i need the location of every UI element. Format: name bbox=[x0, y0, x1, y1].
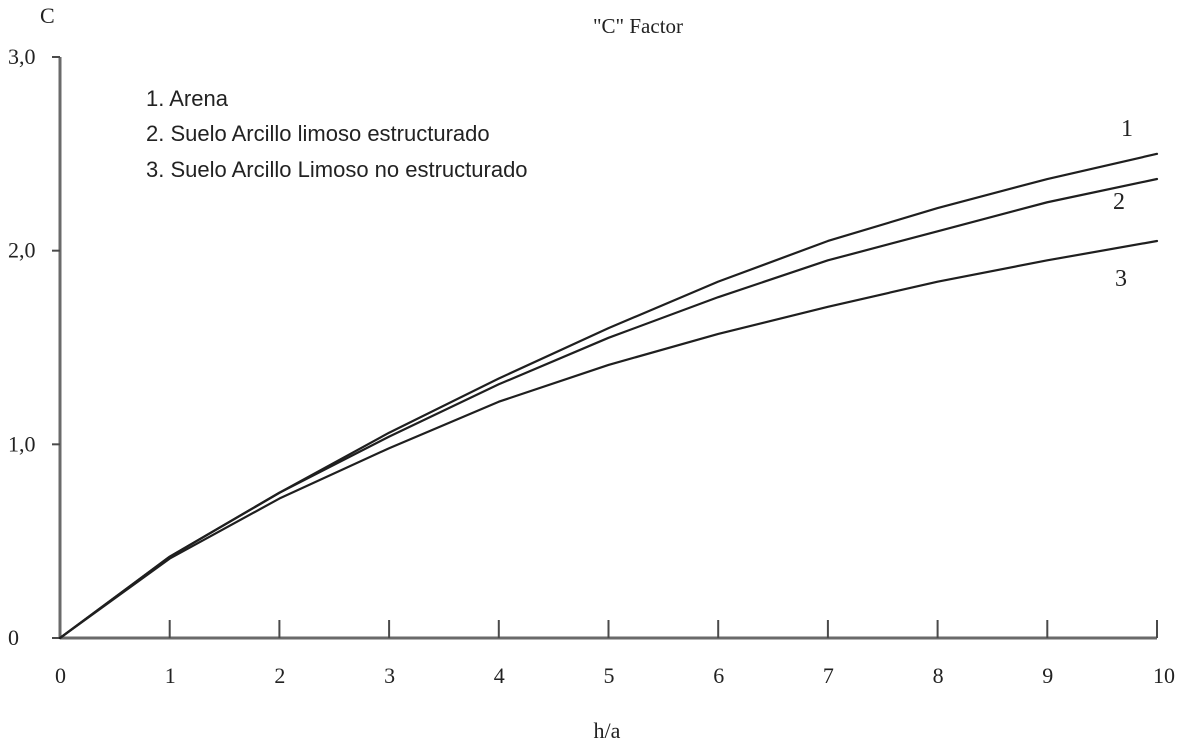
x-tick-label: 8 bbox=[933, 663, 944, 688]
series-line-3 bbox=[58, 239, 1159, 640]
legend-item-3: 3. Suelo Arcillo Limoso no estructurado bbox=[146, 157, 528, 182]
x-tick-label: 10 bbox=[1153, 663, 1175, 688]
series-line-2 bbox=[58, 177, 1159, 640]
x-tick-label: 4 bbox=[494, 663, 505, 688]
series-label-2: 2 bbox=[1113, 189, 1125, 215]
legend: 1. Arena 2. Suelo Arcillo limoso estruct… bbox=[146, 86, 528, 182]
series-labels: 1 2 3 bbox=[1113, 116, 1133, 292]
x-axis-label: h/a bbox=[594, 718, 621, 743]
x-tick-label: 9 bbox=[1042, 663, 1053, 688]
x-tick-label: 7 bbox=[823, 663, 834, 688]
y-ticks: 0 1,0 2,0 3,0 bbox=[8, 44, 60, 650]
x-tick-label: 1 bbox=[165, 663, 176, 688]
x-tick-label: 0 bbox=[55, 663, 66, 688]
x-ticks: 0 1 2 3 4 5 6 7 8 9 10 bbox=[55, 620, 1175, 688]
legend-item-1: 1. Arena bbox=[146, 86, 229, 111]
series-line-1 bbox=[58, 152, 1159, 640]
x-tick-label: 2 bbox=[274, 663, 285, 688]
y-tick-label: 2,0 bbox=[8, 238, 36, 263]
y-tick-label: 3,0 bbox=[8, 44, 36, 69]
y-axis-label: C bbox=[40, 3, 55, 28]
y-tick-label: 1,0 bbox=[8, 431, 36, 456]
y-tick-label: 0 bbox=[8, 625, 19, 650]
x-tick-label: 5 bbox=[604, 663, 615, 688]
series-label-1: 1 bbox=[1121, 116, 1133, 142]
x-tick-label: 6 bbox=[713, 663, 724, 688]
legend-item-2: 2. Suelo Arcillo limoso estructurado bbox=[146, 121, 490, 146]
chart-title: "C" Factor bbox=[593, 14, 683, 38]
series-layer bbox=[58, 152, 1159, 640]
x-tick-label: 3 bbox=[384, 663, 395, 688]
series-label-3: 3 bbox=[1115, 266, 1127, 292]
